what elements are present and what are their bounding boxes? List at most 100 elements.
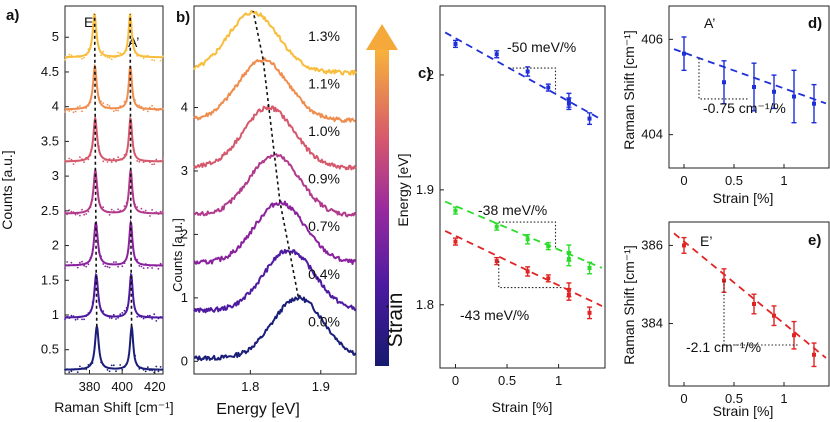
raman-data-point: [85, 156, 88, 159]
data-point: [812, 352, 816, 357]
raman-data-point: [110, 208, 113, 211]
x-tick-label: 1: [555, 373, 562, 388]
raman-data-point: [76, 212, 79, 215]
raman-data-point: [149, 264, 151, 267]
raman-data-point: [79, 214, 81, 217]
y-tick-label: 406: [641, 31, 663, 46]
x-tick-label: 0: [680, 391, 687, 406]
panel-d-y-ticks: 404 406: [641, 31, 673, 142]
panel-e-label: e): [808, 232, 821, 249]
raman-data-point: [121, 52, 124, 55]
raman-data-point: [129, 333, 132, 336]
raman-data-point: [123, 51, 126, 54]
raman-data-point: [119, 313, 122, 316]
panel-a-frame: [64, 5, 164, 375]
raman-spectrum-fit: [65, 167, 163, 215]
raman-data-point: [112, 364, 115, 367]
raman-data-point: [102, 160, 105, 163]
y-tick-label: 1: [52, 307, 59, 322]
raman-data-point: [144, 370, 147, 373]
raman-data-point: [112, 110, 115, 112]
data-point: [566, 101, 571, 106]
raman-data-point: [64, 111, 66, 113]
raman-data-point: [106, 211, 109, 214]
data-point: [525, 237, 530, 242]
raman-data-point: [91, 198, 94, 201]
raman-data-point: [72, 315, 75, 318]
raman-data-point: [68, 110, 71, 112]
raman-data-point: [140, 316, 143, 318]
raman-data-point: [132, 292, 134, 295]
raman-data-point: [144, 316, 147, 319]
panel-c-x-ticks: 0 0.5 1: [452, 364, 562, 388]
panel-e-y-ticks: 384 386: [641, 237, 673, 331]
raman-data-point: [127, 354, 130, 357]
raman-data-point: [117, 208, 119, 211]
raman-data-point: [134, 258, 137, 261]
pl-peak-trend-line: [252, 10, 299, 297]
panel-b-frame: [193, 5, 357, 375]
raman-data-point: [81, 260, 83, 263]
raman-data-point: [89, 362, 92, 365]
panel-e-y-axis-label: Raman Shift [cm⁻¹]: [621, 245, 637, 364]
raman-data-point: [146, 314, 149, 317]
slope-label: -2.1 cm⁻¹/%: [686, 339, 761, 355]
raman-data-point: [134, 99, 137, 101]
raman-data-point: [74, 213, 77, 216]
strain-arrow-head: [366, 24, 398, 50]
y-tick-label: 404: [641, 127, 663, 142]
raman-data-point: [64, 368, 66, 371]
raman-data-point: [98, 145, 100, 148]
raman-data-point: [108, 370, 111, 373]
raman-data-point: [83, 318, 85, 321]
raman-data-point: [136, 364, 139, 367]
panel-b-peak-trend: [252, 10, 299, 297]
raman-data-point: [119, 52, 122, 55]
raman-data-point: [125, 49, 128, 52]
data-point: [752, 85, 756, 89]
x-tick-label: 0.5: [725, 173, 743, 188]
panel-c-energy-vs-strain: c) -50 meV/% -38 meV/% -43 meV/% 1.8 1.9 2 0…: [395, 5, 606, 415]
panel-a-y-ticks: 0.5 1 1.5 2 2.5 3 3.5 4 4.5 5: [41, 29, 69, 357]
raman-data-point: [140, 159, 143, 162]
raman-data-point: [151, 58, 154, 61]
data-point: [494, 52, 499, 57]
raman-data-point: [106, 315, 109, 318]
raman-data-point: [134, 153, 137, 156]
panel-c-frame: [439, 5, 606, 369]
fit-line: [444, 200, 603, 269]
raman-data-point: [64, 58, 66, 61]
raman-data-point: [144, 263, 147, 265]
strain-colorbar: [375, 50, 389, 366]
raman-data-point: [155, 265, 158, 267]
raman-data-point: [76, 54, 79, 57]
raman-data-point: [104, 159, 107, 161]
raman-data-point: [64, 267, 66, 270]
raman-data-point: [132, 95, 134, 98]
raman-data-point: [70, 210, 73, 213]
panel-b-strain-labels: 0.0% 0.4% 0.7% 0.9% 1.0% 1.1% 1.3%: [308, 28, 340, 329]
data-point: [587, 310, 592, 315]
raman-data-point: [138, 210, 141, 213]
panel-c-x-axis-label: Strain [%]: [492, 399, 553, 415]
raman-data-point: [100, 154, 102, 157]
raman-data-point: [159, 160, 162, 162]
raman-data-point: [81, 318, 83, 321]
raman-data-point: [127, 191, 130, 194]
raman-data-point: [76, 160, 79, 162]
panel-d-peak-label: A’: [704, 15, 715, 31]
raman-data-point: [89, 309, 92, 312]
raman-data-point: [108, 158, 111, 160]
data-point: [525, 269, 530, 274]
raman-data-point: [70, 108, 73, 111]
raman-data-point: [149, 314, 151, 317]
raman-data-point: [115, 211, 117, 214]
raman-data-point: [102, 102, 105, 104]
raman-data-point: [87, 104, 90, 107]
raman-data-point: [125, 362, 128, 365]
y-tick-label: 384: [641, 316, 663, 331]
raman-data-point: [91, 85, 94, 88]
raman-data-point: [91, 141, 94, 144]
raman-peak-guide: [93, 14, 98, 327]
panel-e-x-axis-label: Strain [%]: [713, 403, 774, 419]
